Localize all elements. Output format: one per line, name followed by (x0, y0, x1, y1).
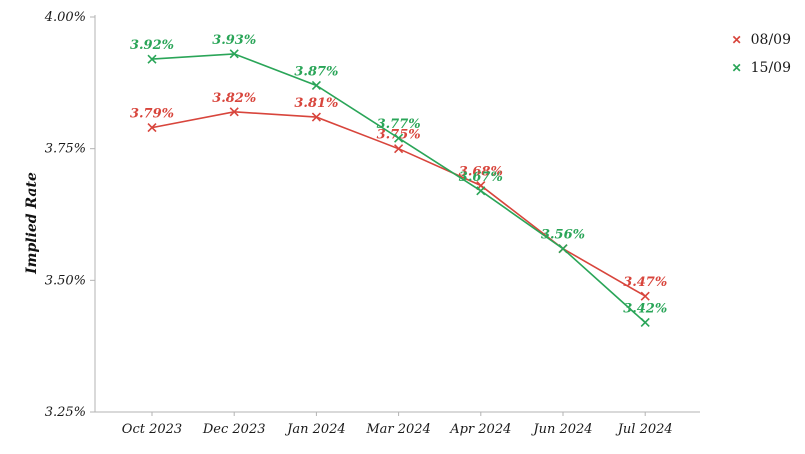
point-label: 3.56% (541, 228, 585, 243)
x-tick-label: Oct 2023 (122, 422, 182, 437)
y-tick-label: 3.75% (45, 142, 86, 157)
point-label: 3.77% (377, 117, 421, 132)
x-marker-icon (394, 144, 404, 154)
point-label: 3.82% (212, 91, 256, 106)
x-tick-label: Jan 2024 (284, 422, 346, 437)
y-axis-label: Implied Rate (24, 172, 40, 274)
point-label: 3.79% (130, 107, 174, 122)
legend-label: 08/09 (750, 32, 791, 48)
point-label: 3.87% (294, 64, 338, 79)
y-tick-label: 3.50% (45, 273, 86, 288)
legend-item-0809: ✕ 08/09 (729, 32, 791, 48)
x-tick-label: Jun 2024 (530, 422, 592, 437)
point-label: 3.92% (130, 38, 174, 53)
x-marker-icon (640, 317, 650, 328)
x-marker-icon (147, 123, 157, 133)
x-marker-icon (229, 49, 239, 59)
y-tick-label: 4.00% (44, 10, 86, 25)
x-tick-label: Dec 2023 (202, 422, 266, 437)
x-marker-icon (229, 107, 239, 117)
x-marker-icon (558, 244, 568, 254)
x-marker-icon (640, 291, 650, 301)
point-label: 3.68% (459, 165, 503, 180)
x-marker-icon: ✕ (731, 61, 742, 75)
x-tick-label: Apr 2024 (449, 422, 511, 437)
point-label: 3.93% (212, 33, 256, 48)
point-label: 3.81% (294, 96, 338, 111)
point-label: 3.47% (623, 275, 667, 290)
legend-item-1509: ✕ 15/09 (729, 60, 791, 76)
point-label: 3.67% (459, 170, 503, 185)
x-tick-label: Jul 2024 (615, 422, 673, 437)
x-marker-icon (311, 80, 321, 91)
legend-label: 15/09 (750, 60, 791, 76)
x-marker-icon: ✕ (731, 33, 742, 47)
y-tick-label: 3.25% (45, 405, 86, 420)
point-label: 3.42% (623, 301, 667, 316)
x-marker-icon (311, 112, 321, 122)
x-tick-label: Mar 2024 (365, 422, 431, 437)
x-marker-icon (394, 133, 404, 143)
x-marker-icon (476, 186, 486, 196)
legend: ✕ 08/09 ✕ 15/09 (729, 32, 791, 76)
x-marker-icon (147, 54, 157, 64)
